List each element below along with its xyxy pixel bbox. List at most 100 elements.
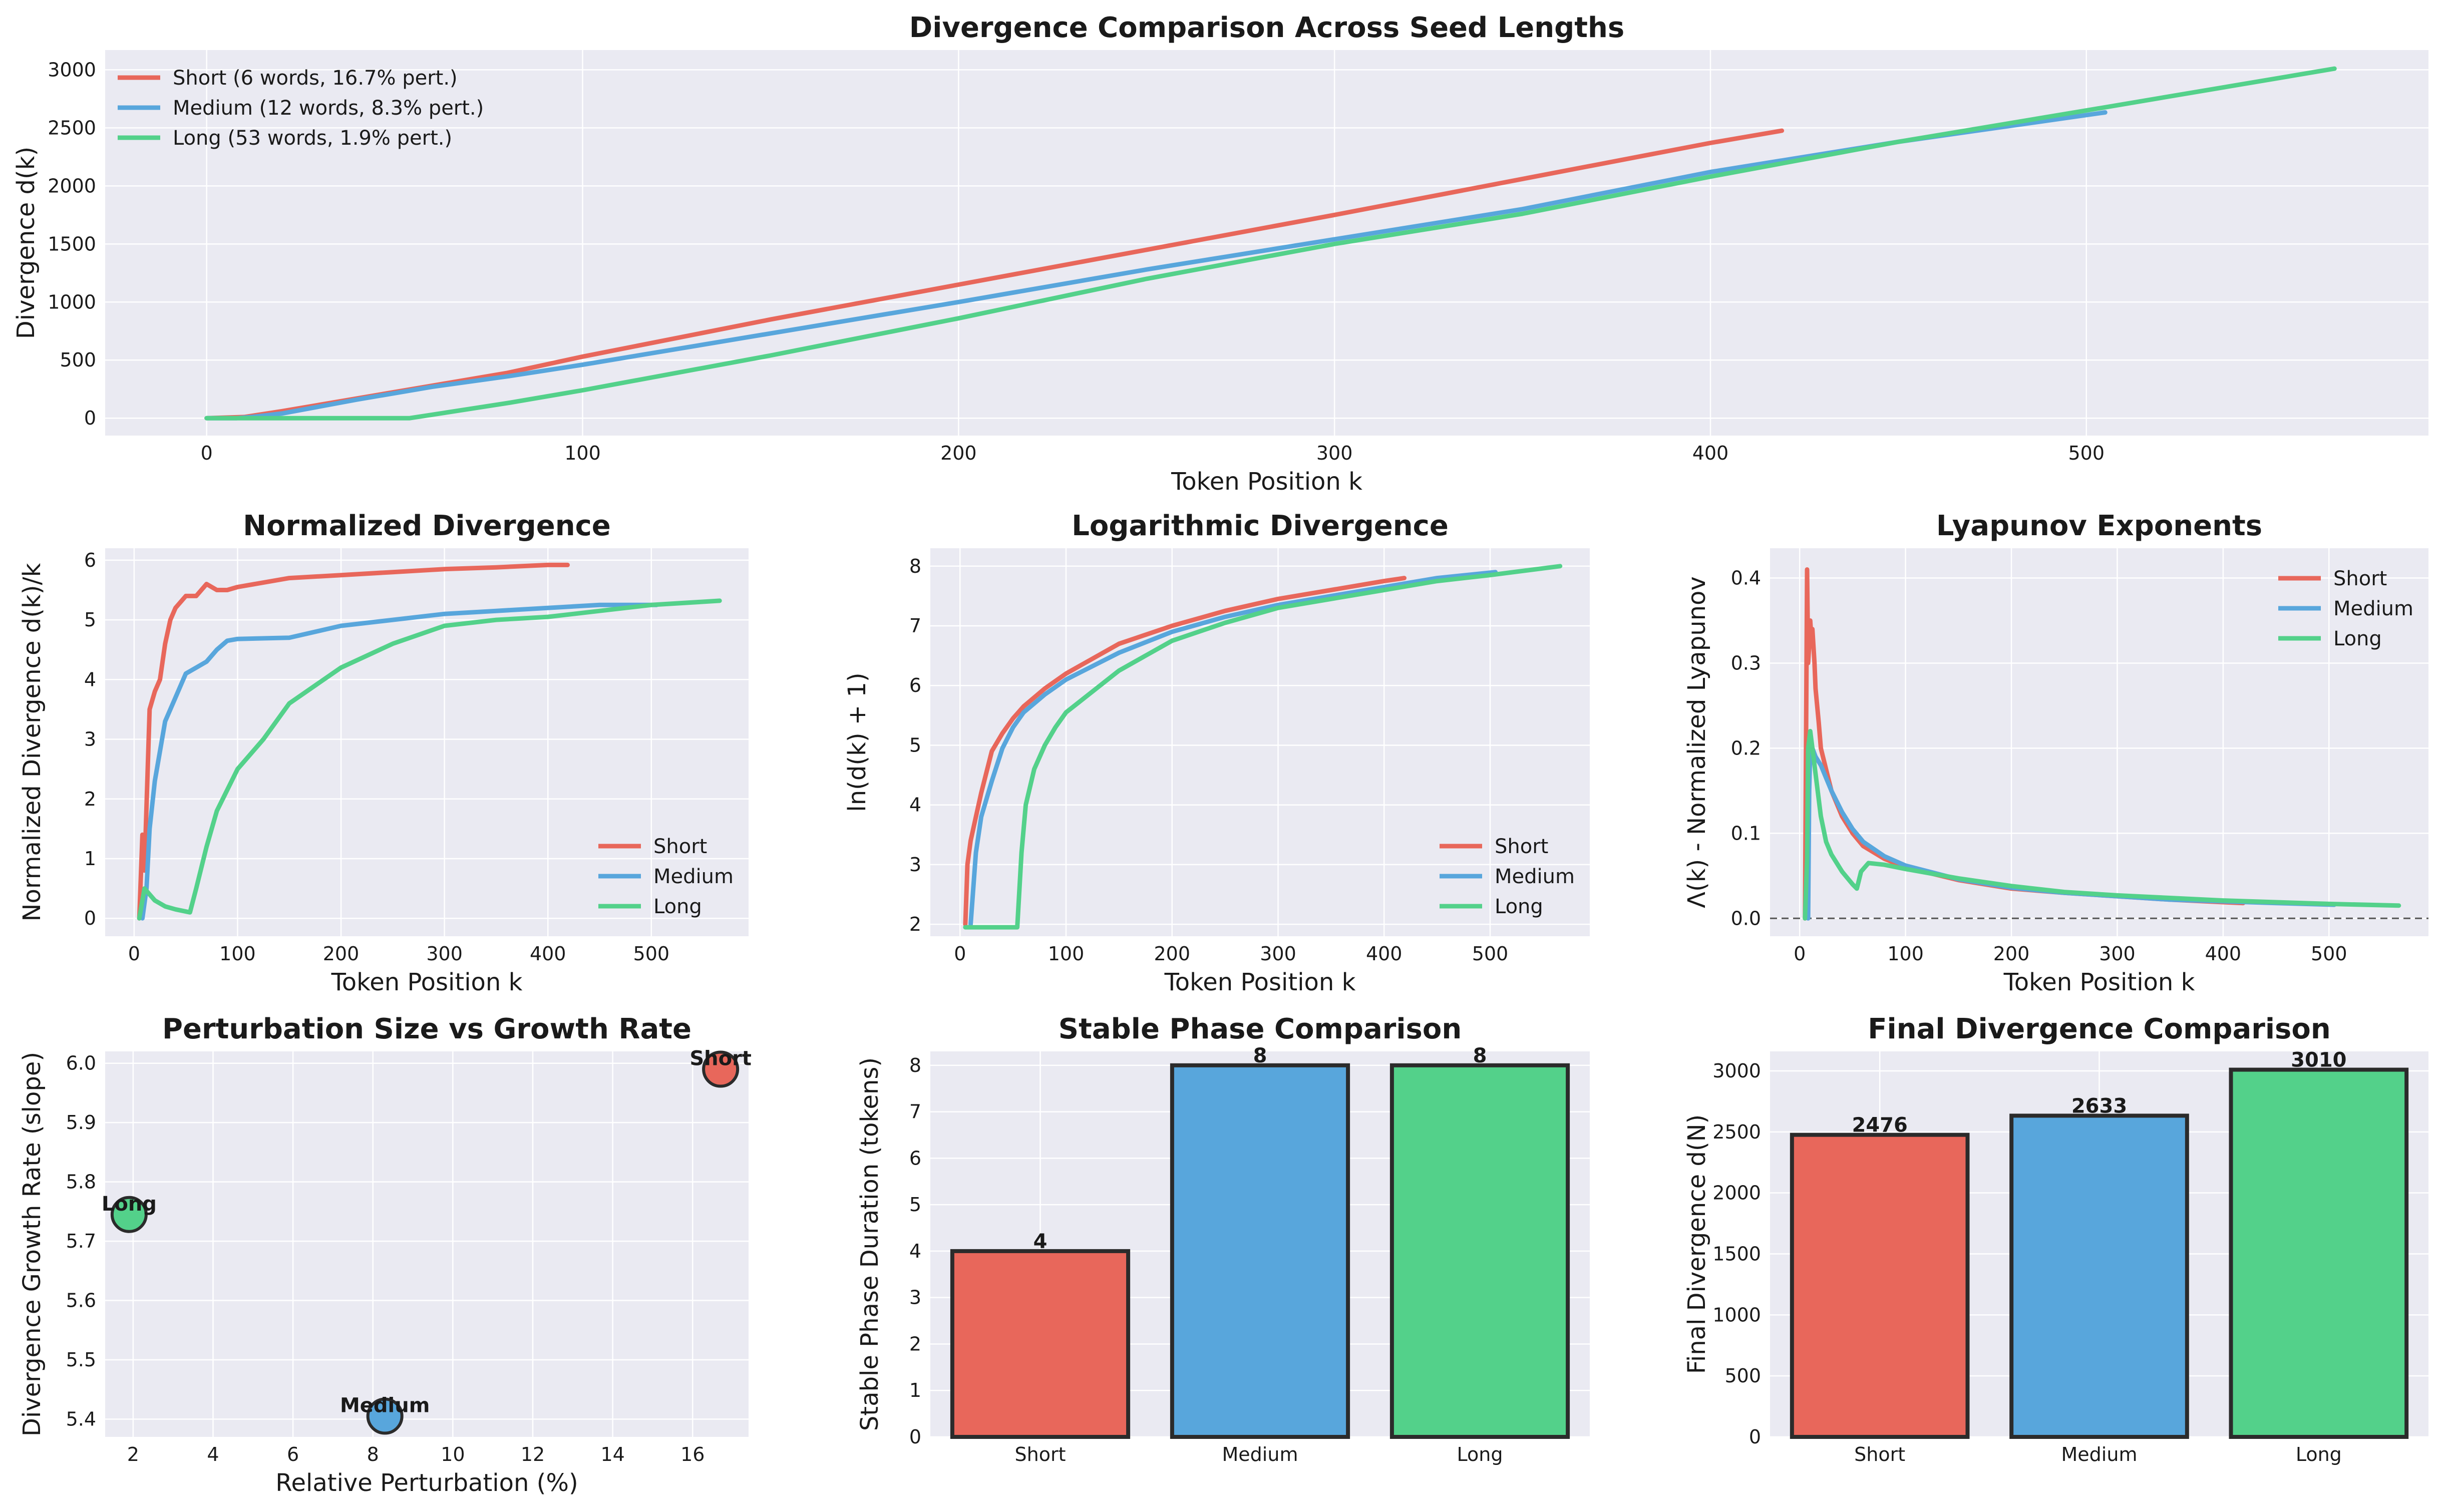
y-tick-label: 2500 xyxy=(48,117,96,139)
x-tick-label: 400 xyxy=(2205,943,2242,965)
legend-entry: Long xyxy=(653,895,702,918)
x-tick-label: 8 xyxy=(367,1443,379,1465)
x-tick-label: 100 xyxy=(1887,943,1924,965)
x-tick-label: Medium xyxy=(2061,1443,2138,1465)
legend-entry: Long xyxy=(2333,627,2382,650)
y-tick-label: 3000 xyxy=(1712,1060,1761,1082)
x-tick-label: 6 xyxy=(287,1443,299,1465)
x-tick-label: 0 xyxy=(128,943,140,965)
bar-value-label: 2633 xyxy=(2071,1094,2127,1117)
bar-medium xyxy=(2009,1113,2189,1439)
legend-entry: Medium xyxy=(653,865,734,888)
y-tick-label: 0 xyxy=(84,407,96,429)
y-tick-label: 0.4 xyxy=(1731,567,1761,589)
x-axis-label: Token Position k xyxy=(2003,968,2195,996)
y-tick-label: 7 xyxy=(909,1101,921,1123)
series-line-long xyxy=(1803,728,2401,921)
legend-entry: Medium xyxy=(1495,865,1575,888)
plot-area xyxy=(930,548,1590,936)
y-tick-label: 1000 xyxy=(48,291,96,313)
legend-entry: Short xyxy=(653,835,707,858)
y-tick-label: 3 xyxy=(84,728,96,750)
y-axis-label: Λ(k) - Normalized Lyapunov xyxy=(1683,576,1711,908)
legend: Short (6 words, 16.7% pert.) Medium (12 w… xyxy=(118,67,484,150)
legend-entry: Short (6 words, 16.7% pert.) xyxy=(173,67,458,90)
series-line-long xyxy=(963,564,1563,930)
chart-title: Normalized Divergence xyxy=(243,510,611,542)
y-tick-label: 8 xyxy=(909,1054,921,1076)
y-tick-label: 2 xyxy=(909,913,921,935)
y-tick-label: 2000 xyxy=(48,175,96,197)
y-tick-label: 6 xyxy=(84,549,96,571)
x-tick-label: 0 xyxy=(1794,943,1806,965)
x-tick-label: 100 xyxy=(1048,943,1085,965)
y-tick-label: 1 xyxy=(84,848,96,870)
x-tick-label: 100 xyxy=(564,442,601,464)
y-tick-label: 6.0 xyxy=(66,1052,96,1074)
y-tick-label: 5.5 xyxy=(66,1349,96,1371)
panel-lyapunov: 0.0 0.1 0.2 0.3 0.4 0 100 200 300 400 500 Lyapunov … xyxy=(1683,510,2428,996)
y-tick-label: 4 xyxy=(909,794,921,816)
series-line-medium xyxy=(204,110,2108,421)
x-tick-label: 200 xyxy=(1154,943,1190,965)
y-tick-label: 2000 xyxy=(1712,1182,1761,1204)
bar-long xyxy=(2229,1067,2409,1439)
bar-value-label: 4 xyxy=(1033,1230,1047,1253)
y-tick-label: 1500 xyxy=(48,233,96,255)
x-tick-label: 500 xyxy=(2068,442,2105,464)
y-tick-label: 0.3 xyxy=(1731,652,1761,674)
x-tick-label: 12 xyxy=(521,1443,545,1465)
panel-normalized: 0 1 2 3 4 5 6 0 100 200 300 400 500 Normalized Diverg… xyxy=(18,510,749,996)
series-line-medium xyxy=(140,602,659,921)
y-tick-label: 6 xyxy=(909,1147,921,1169)
y-axis-label: Normalized Divergence d(k)/k xyxy=(18,563,46,921)
y-tick-label: 1000 xyxy=(1712,1304,1761,1326)
chart-title: Stable Phase Comparison xyxy=(1059,1013,1462,1045)
x-tick-label: Short xyxy=(1015,1443,1066,1465)
y-tick-label: 2500 xyxy=(1712,1121,1761,1143)
x-axis-label: Relative Perturbation (%) xyxy=(275,1469,578,1497)
y-tick-label: 1 xyxy=(909,1379,921,1401)
x-tick-label: 300 xyxy=(1316,442,1353,464)
legend-entry: Medium xyxy=(2333,597,2413,620)
x-tick-label: 400 xyxy=(1692,442,1729,464)
bar-long xyxy=(1389,1063,1570,1439)
bar-medium xyxy=(1170,1063,1350,1439)
chart-title: Divergence Comparison Across Seed Length… xyxy=(909,12,1624,44)
bar-value-label: 3010 xyxy=(2291,1049,2346,1072)
y-tick-label: 8 xyxy=(909,555,921,577)
point-label-medium: Medium xyxy=(340,1394,430,1417)
y-tick-label: 5.6 xyxy=(66,1290,96,1312)
plot-area xyxy=(1770,548,2428,936)
bar-value-label: 8 xyxy=(1473,1044,1487,1067)
x-tick-label: 200 xyxy=(940,442,977,464)
legend-entry: Short xyxy=(2333,567,2387,590)
x-tick-label: 100 xyxy=(219,943,256,965)
legend-entry: Long xyxy=(1495,895,1543,918)
scatter-point-medium xyxy=(366,1397,404,1435)
y-tick-label: 4 xyxy=(84,668,96,690)
y-tick-label: 5.8 xyxy=(66,1171,96,1193)
x-tick-label: Short xyxy=(1854,1443,1905,1465)
x-tick-label: 4 xyxy=(207,1443,219,1465)
y-axis-label: Divergence Growth Rate (slope) xyxy=(18,1052,46,1436)
y-tick-label: 0.0 xyxy=(1731,907,1761,929)
y-axis-label: Divergence d(k) xyxy=(12,147,40,339)
series-line-long xyxy=(204,66,2337,421)
chart-title: Perturbation Size vs Growth Rate xyxy=(162,1013,691,1045)
bar-value-label: 2476 xyxy=(1852,1114,1908,1137)
y-tick-label: 3 xyxy=(909,1287,921,1309)
y-tick-label: 0 xyxy=(909,1426,921,1448)
x-tick-label: 500 xyxy=(1472,943,1509,965)
y-tick-label: 6 xyxy=(909,674,921,696)
x-tick-label: 0 xyxy=(954,943,966,965)
scatter-point-short xyxy=(702,1050,740,1088)
series-line-long xyxy=(137,598,722,921)
x-tick-label: 500 xyxy=(2311,943,2347,965)
plot-area xyxy=(105,50,2428,436)
chart-title: Final Divergence Comparison xyxy=(1868,1013,2330,1045)
x-tick-label: 300 xyxy=(426,943,463,965)
legend-entry: Short xyxy=(1495,835,1548,858)
chart-title: Logarithmic Divergence xyxy=(1072,510,1449,542)
